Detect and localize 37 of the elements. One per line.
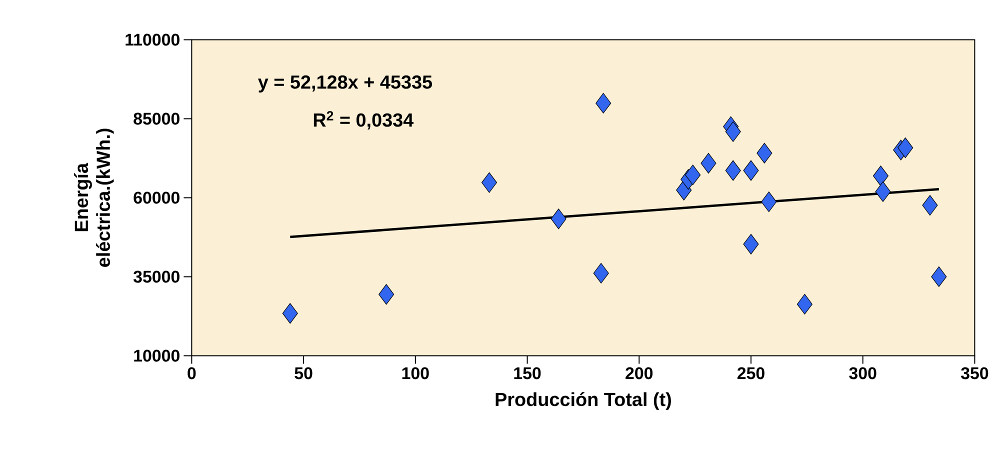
point — [761, 192, 777, 212]
point — [725, 121, 741, 142]
point — [922, 195, 938, 216]
point — [725, 160, 741, 181]
x-tick-label: 150 — [514, 367, 541, 380]
point — [596, 92, 612, 114]
y-tick-label: 110000 — [126, 34, 180, 46]
point — [875, 181, 891, 202]
y-tick-label: 60000 — [134, 192, 180, 204]
y-axis-title: Energía eléctrica.(kWh.) — [74, 128, 114, 267]
point — [872, 166, 889, 186]
point — [756, 142, 772, 164]
x-tick-label: 100 — [402, 367, 429, 380]
x-tick-label: 250 — [737, 367, 764, 380]
x-tick-label: 200 — [626, 367, 653, 380]
x-tick-label: 300 — [849, 367, 876, 380]
point — [593, 262, 609, 284]
x-tick-label: 0 — [188, 367, 196, 380]
point — [743, 160, 759, 181]
y-tick-label: 10000 — [134, 350, 180, 362]
x-tick-label: 350 — [960, 367, 988, 380]
y-tick-label: 85000 — [134, 112, 180, 125]
point — [931, 266, 947, 287]
point — [700, 152, 716, 174]
point — [550, 208, 566, 230]
x-tick-label: 50 — [294, 367, 312, 380]
point — [743, 234, 759, 254]
annotation: R$^{2}$ = 0,0334 — [314, 111, 414, 130]
point — [796, 294, 812, 314]
x-axis-title: Producción Total (t) — [496, 392, 671, 410]
point — [282, 303, 298, 324]
annotation: y = 52,128x + 45335 — [258, 75, 432, 92]
point — [378, 284, 394, 305]
point — [481, 172, 498, 193]
point — [898, 138, 914, 158]
y-tick-label: 35000 — [133, 270, 180, 283]
point — [685, 164, 701, 186]
